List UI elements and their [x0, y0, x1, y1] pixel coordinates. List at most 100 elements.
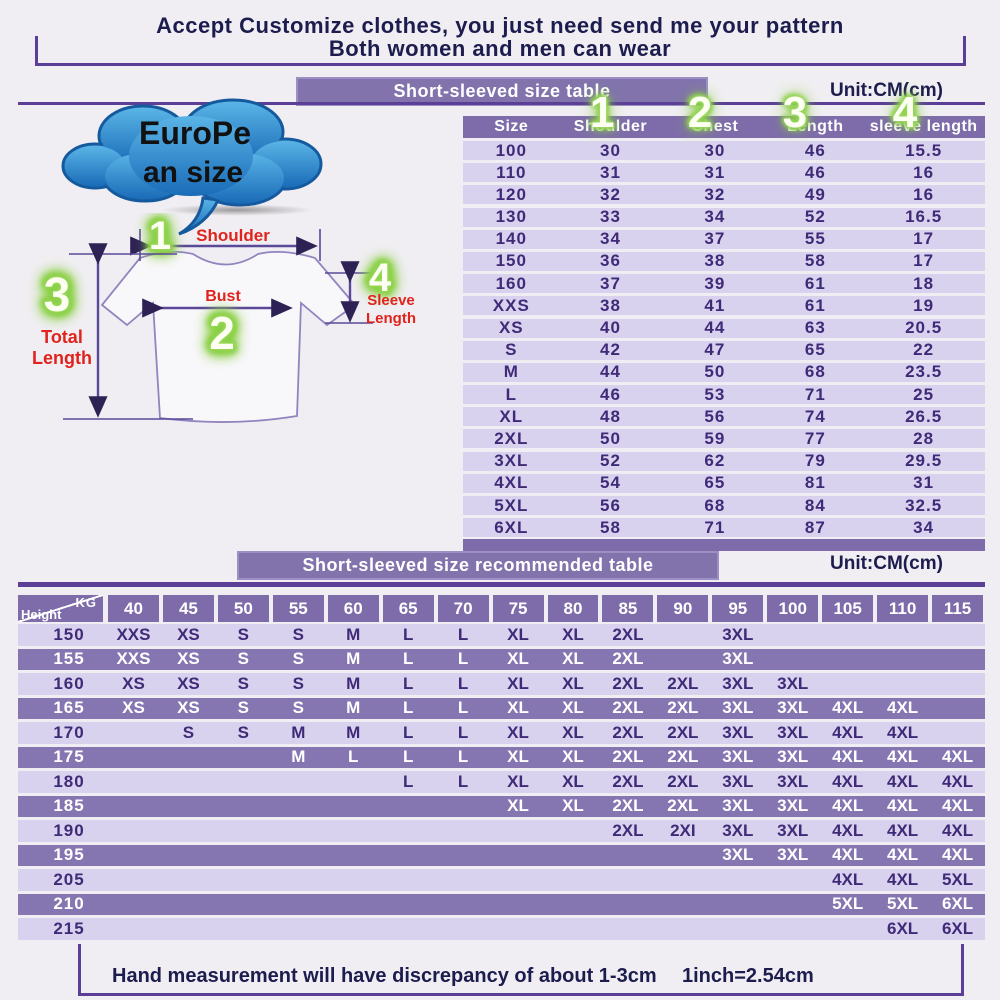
recommend-table-body: 150 XXS XS S S M L L XL XL 2XL 3XL 155 XXS XS S S M L L XL XL…: [18, 624, 985, 943]
recommend-size-cell: XL: [507, 771, 529, 791]
recommend-size-cell: 3XL: [777, 698, 809, 718]
column-marker-2: 2: [687, 88, 713, 137]
recommend-size-cell: XL: [507, 673, 529, 693]
header-line-1: Accept Customize clothes, you just need …: [156, 13, 844, 38]
size-table-row: 100 30 30 46 15.5: [463, 141, 985, 160]
recommend-size-cell: 2XL: [612, 771, 644, 791]
size-table-cell: 25: [913, 384, 935, 404]
height-row-label: 205: [53, 869, 85, 889]
size-table-cell: 150: [495, 251, 527, 271]
recommend-size-cell: 6XL: [887, 918, 919, 938]
size-table-cell: 30: [704, 140, 726, 160]
recommend-table-row: 165 XS XS S S M L L XL XL 2XL 2XL 3XL 3XL 4XL 4XL: [18, 697, 985, 719]
recommend-size-cell: 6XL: [941, 918, 974, 938]
recommend-size-cell: S: [292, 673, 304, 693]
recommend-size-cell: XL: [562, 796, 584, 816]
recommend-size-cell: 4XL: [887, 747, 919, 767]
recommend-size-cell: 4XL: [832, 820, 864, 840]
recommend-size-cell: 4XL: [941, 820, 974, 840]
recommend-size-cell: 2XI: [670, 820, 696, 840]
recommend-size-cell: 4XL: [887, 722, 919, 742]
size-table-row: L 46 53 71 25: [463, 384, 985, 405]
weight-column-header: 65: [382, 595, 434, 622]
size-table-cell: 31: [704, 162, 726, 182]
size-table-cell: 74: [804, 406, 826, 426]
height-row-label: 160: [53, 673, 85, 693]
recommend-size-cell: 4XL: [887, 796, 919, 816]
size-table-cell: 31: [913, 473, 935, 493]
diagram-number-2: 2: [209, 307, 235, 359]
recommend-table-row: 155 XXS XS S S M L L XL XL 2XL 3XL: [18, 648, 985, 670]
size-table-cell: 160: [495, 273, 527, 293]
recommend-size-cell: 4XL: [887, 845, 919, 865]
recommend-size-cell: XL: [507, 698, 529, 718]
size-table-cell: 17: [913, 229, 935, 249]
size-table-cell: L: [505, 384, 517, 404]
weight-column-header: 55: [272, 595, 324, 622]
recommend-size-cell: XL: [562, 673, 584, 693]
recommend-size-cell: 3XL: [777, 673, 809, 693]
recommend-size-cell: L: [402, 698, 414, 718]
kg-label: KG: [75, 595, 97, 610]
size-table-cell: 50: [704, 362, 726, 382]
size-table-cell: 41: [704, 295, 726, 315]
recommend-size-cell: 4XL: [832, 869, 864, 889]
recommend-size-cell: 2XL: [612, 747, 644, 767]
recommend-size-cell: 3XL: [722, 698, 754, 718]
european-size-cloud: EuroPe an size: [55, 86, 327, 241]
recommend-size-cell: 2XL: [612, 796, 644, 816]
size-table-cell: 56: [704, 406, 726, 426]
recommend-size-cell: XL: [507, 747, 529, 767]
size-table-row: 120 32 32 49 16: [463, 185, 985, 205]
size-table-row: 4XL 54 65 81 31: [463, 473, 985, 493]
recommend-size-cell: XS: [122, 673, 145, 693]
size-table-cell: 62: [704, 451, 726, 471]
recommend-table-row: 170 S S M M L L XL XL 2XL 2XL 3XL 3XL 4XL 4XL: [18, 722, 985, 744]
size-table-cell: 16.5: [905, 207, 943, 227]
column-marker-4: 4: [892, 88, 918, 137]
recommend-size-cell: 3XL: [722, 845, 754, 865]
size-table-cell: 58: [599, 517, 621, 537]
size-table-cell: 15.5: [905, 140, 943, 160]
size-table-cell: 37: [599, 273, 621, 293]
size-table-cell: 22: [913, 340, 935, 360]
recommend-size-cell: 6XL: [941, 894, 974, 914]
size-table-cell: 34: [599, 229, 621, 249]
recommend-size-cell: M: [346, 673, 361, 693]
recommend-size-cell: 3XL: [777, 845, 809, 865]
size-table-row: 2XL 50 59 77 28: [463, 428, 985, 449]
size-table-column-header: sleeve length: [869, 118, 978, 135]
recommend-size-cell: 4XL: [887, 771, 919, 791]
recommend-size-cell: L: [457, 649, 469, 669]
height-row-label: 150: [53, 624, 85, 644]
recommend-size-cell: L: [457, 624, 469, 644]
recommend-size-cell: 2XL: [612, 722, 644, 742]
size-table-bottom-bar: [463, 539, 985, 551]
recommend-size-cell: L: [402, 649, 414, 669]
recommend-size-cell: S: [292, 649, 304, 669]
size-table-column-header: Length: [787, 118, 844, 135]
size-table-row: 3XL 52 62 79 29.5: [463, 451, 985, 471]
footer-note: Hand measurement will have discrepancy o…: [112, 965, 657, 987]
weight-column-header: 80: [547, 595, 599, 622]
recommend-size-cell: L: [457, 747, 469, 767]
size-table-cell: 50: [599, 428, 621, 448]
recommend-size-cell: L: [348, 747, 359, 767]
size-table-cell: 37: [704, 229, 726, 249]
recommend-size-cell: L: [402, 624, 414, 644]
recommend-size-cell: XL: [562, 771, 584, 791]
recommend-size-cell: M: [291, 722, 306, 742]
sleeve-length-label-2: Length: [366, 310, 416, 327]
size-table-cell: 39: [704, 273, 726, 293]
recommend-table-row: 180 L L XL XL 2XL 2XL 3XL 3XL 4XL 4XL 4XL: [18, 771, 985, 793]
size-table-cell: 38: [599, 295, 621, 315]
recommend-table-row: 185 XL XL 2XL 2XL 3XL 3XL 4XL 4XL 4XL: [18, 795, 985, 817]
shirt-diagram: Shoulder 1 3 Total Length Bust 2 4 Sleev…: [25, 213, 455, 458]
size-table-cell: XS: [498, 318, 524, 337]
recommend-size-cell: 3XL: [722, 771, 754, 791]
size-table-cell: 61: [804, 295, 826, 315]
size-table-cell: 87: [804, 517, 826, 537]
size-table-cell: 46: [599, 384, 621, 404]
recommend-size-cell: 4XL: [832, 698, 864, 718]
size-table-row: 130 33 34 52 16.5: [463, 207, 985, 227]
